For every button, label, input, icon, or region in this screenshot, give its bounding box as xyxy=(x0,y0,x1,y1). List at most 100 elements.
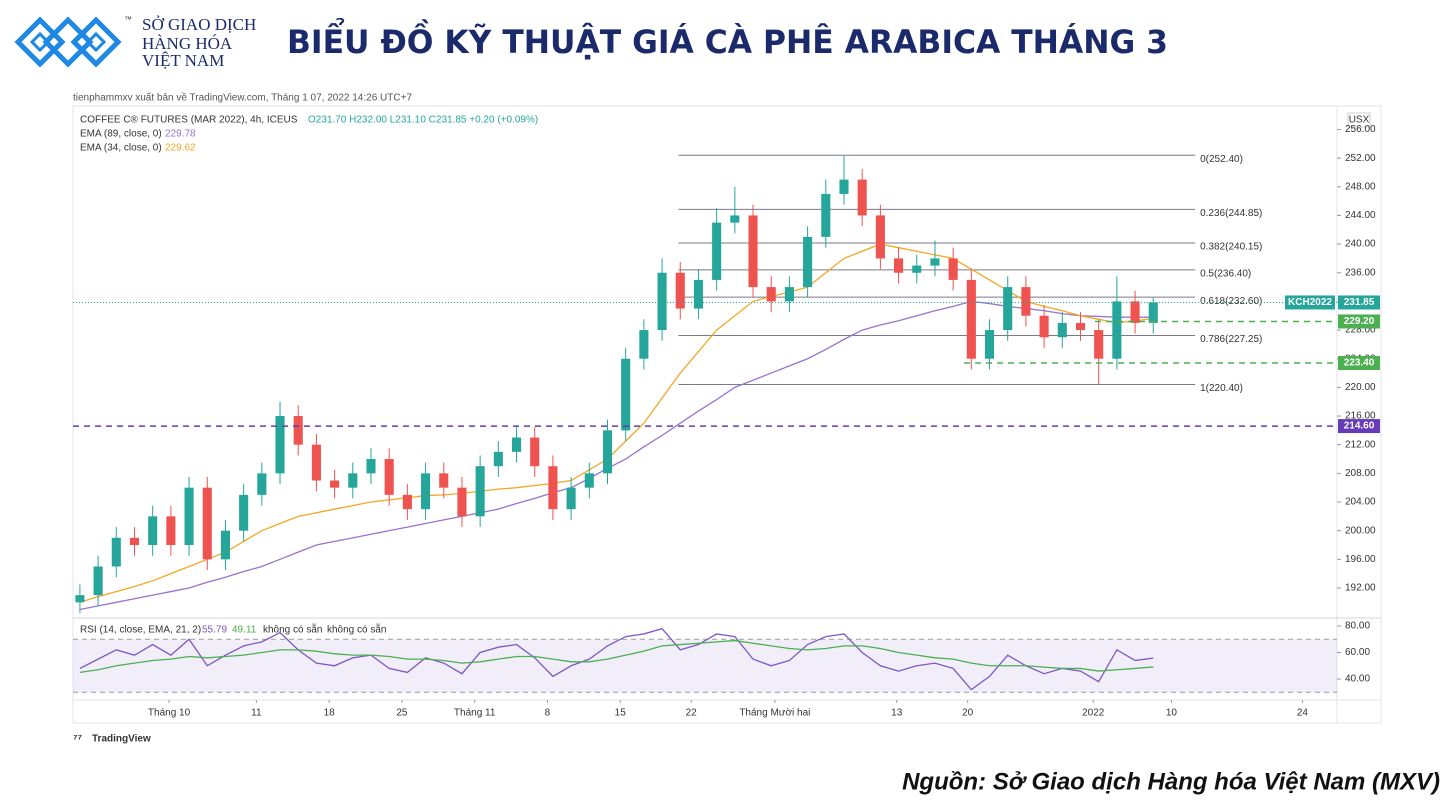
candle-body xyxy=(857,179,867,216)
y-tick-label: 240.00 xyxy=(1345,239,1376,250)
rsi-na: không có sẵn xyxy=(327,623,387,636)
level-badge xyxy=(1338,314,1380,329)
rsi-tick-label: 40.00 xyxy=(1345,674,1370,685)
candle-body xyxy=(311,444,321,481)
candle-body xyxy=(1148,302,1158,323)
candle-body xyxy=(1094,330,1104,359)
x-tick-label: 22 xyxy=(686,708,698,719)
candle-body xyxy=(548,466,558,510)
candle-body xyxy=(748,215,758,288)
candle-body xyxy=(257,473,267,495)
y-tick-label: 244.00 xyxy=(1345,210,1376,221)
x-tick-label: 11 xyxy=(251,708,262,719)
published: tienphammxv xuất bản về TradingView.com,… xyxy=(73,92,412,104)
fib-label: 0.5(236.40) xyxy=(1200,269,1251,280)
candle-body xyxy=(912,265,922,273)
y-tick-label: 228.00 xyxy=(1345,325,1376,336)
candle-body xyxy=(457,487,467,517)
candle-body xyxy=(184,487,194,545)
candle-body xyxy=(712,222,722,280)
legend-name: EMA (89, close, 0) xyxy=(80,129,162,140)
candle-body xyxy=(348,473,358,488)
candle-body xyxy=(239,494,249,531)
symbol-info: COFFEE C® FUTURES (MAR 2022), 4h, ICEUS xyxy=(80,115,298,126)
last-symbol: KCH2022 xyxy=(1288,297,1332,308)
x-tick-label: 2022 xyxy=(1082,708,1105,719)
candle-body xyxy=(293,416,303,445)
watermark: TradingView xyxy=(92,734,151,745)
ohlc: O231.70 H232.00 L231.10 C231.85 +0.20 (+… xyxy=(308,115,538,126)
candle-body xyxy=(1003,287,1013,331)
candle-body xyxy=(439,473,449,488)
x-tick-label: Tháng 11 xyxy=(454,708,496,719)
candle-body xyxy=(602,430,613,474)
candle-body xyxy=(530,437,540,467)
fib-label: 0(252.40) xyxy=(1200,154,1243,165)
y-tick-label: 248.00 xyxy=(1345,181,1376,192)
candle-body xyxy=(821,193,831,237)
legend-value: 229.62 xyxy=(165,143,196,154)
candle-body xyxy=(675,272,685,309)
x-tick-label: 15 xyxy=(615,708,627,719)
candle-body xyxy=(1039,315,1049,338)
level-label: 229.20 xyxy=(1344,316,1375,327)
y-tick-label: 216.00 xyxy=(1345,411,1376,422)
trademark: ™ xyxy=(124,15,132,24)
rsi-line xyxy=(79,639,1154,674)
rsi-tick-label: 80.00 xyxy=(1345,621,1370,632)
candle-body xyxy=(639,330,649,359)
fib-label: 0.382(240.15) xyxy=(1200,242,1262,253)
x-tick-label: 18 xyxy=(324,708,336,719)
level-label: 214.60 xyxy=(1344,421,1375,432)
candle-body xyxy=(984,330,995,359)
candle-body xyxy=(366,459,376,474)
candle-body xyxy=(111,537,121,567)
currency: USX xyxy=(1349,115,1370,126)
rsi-na: không có sẵn xyxy=(263,623,323,636)
y-tick-label: 208.00 xyxy=(1345,468,1376,479)
candle-body xyxy=(566,487,576,510)
candle-body xyxy=(511,437,522,452)
candle-body xyxy=(894,258,904,273)
y-tick-label: 212.00 xyxy=(1345,439,1376,450)
candle-body xyxy=(730,215,740,223)
source: Nguồn: Sở Giao dịch Hàng hóa Việt Nam (M… xyxy=(902,768,1440,795)
rsi-ema-value: 49.11 xyxy=(232,625,257,636)
level-badge xyxy=(1338,356,1380,371)
candle-body xyxy=(966,279,976,359)
x-tick-label: 24 xyxy=(1297,708,1309,719)
watermark-icon: ⁷⁷ xyxy=(73,733,83,745)
y-tick-label: 256.00 xyxy=(1345,124,1376,135)
chart-frame xyxy=(72,105,1382,724)
x-tick-label: 8 xyxy=(545,708,551,719)
fib-label: 0.236(244.85) xyxy=(1200,208,1262,219)
candle-body xyxy=(948,258,958,280)
candle-body xyxy=(493,451,503,467)
y-tick-label: 236.00 xyxy=(1345,267,1376,278)
candle-body xyxy=(220,530,230,560)
fib-label: 0.618(232.60) xyxy=(1200,296,1262,307)
candle-body xyxy=(275,416,285,474)
x-tick-label: 25 xyxy=(396,708,408,719)
candle-body xyxy=(1057,322,1067,338)
candle-body xyxy=(330,480,340,488)
currency-box xyxy=(1347,112,1371,128)
y-tick-label: 196.00 xyxy=(1345,554,1376,565)
candle-body xyxy=(166,516,176,545)
legend-name: EMA (34, close, 0) xyxy=(80,143,162,154)
ema-line xyxy=(79,243,1154,603)
candle-body xyxy=(1075,322,1086,331)
last-badge xyxy=(1285,295,1335,310)
candle-body xyxy=(1130,301,1140,323)
x-tick-label: 20 xyxy=(962,708,974,719)
page-title: BIỂU ĐỒ KỸ THUẬT GIÁ CÀ PHÊ ARABICA THÁN… xyxy=(287,18,1168,61)
candle-body xyxy=(839,179,849,194)
rsi-line xyxy=(79,627,1154,691)
candle-body xyxy=(621,358,631,431)
y-tick-label: 204.00 xyxy=(1345,497,1376,508)
candle-body xyxy=(803,236,813,288)
candle-body xyxy=(475,466,485,517)
fib-label: 0.786(227.25) xyxy=(1200,334,1262,345)
candle-body xyxy=(75,595,85,603)
